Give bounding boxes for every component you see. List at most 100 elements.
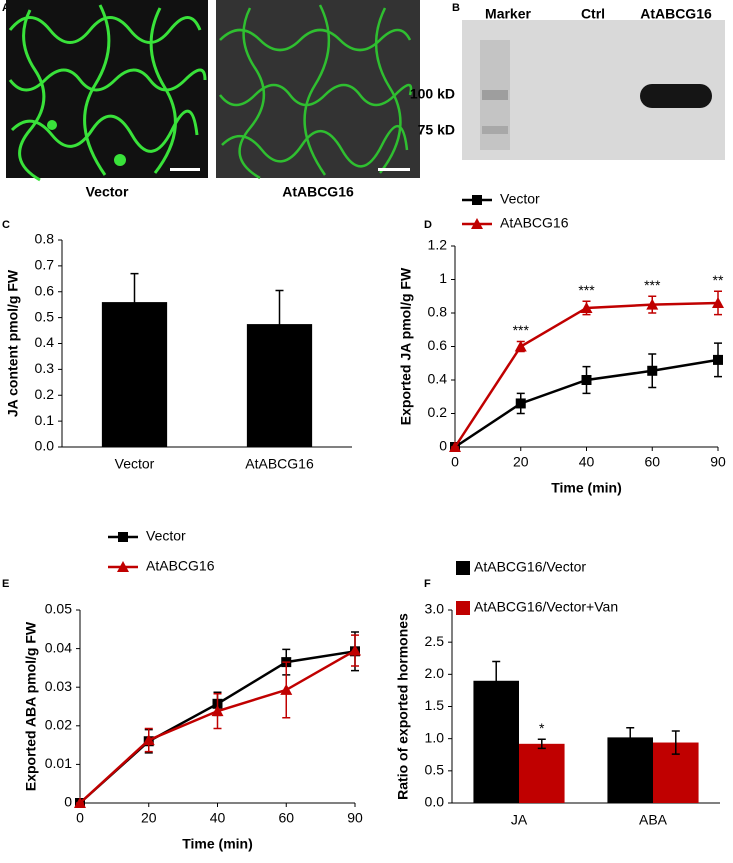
panel-letter: C: [2, 219, 10, 231]
y-tick-label: 0.05: [45, 601, 72, 617]
marker: [515, 398, 526, 409]
legend-marker: [117, 561, 129, 572]
y-tick-label: 0.6: [35, 282, 55, 298]
legend-marker: [472, 195, 482, 205]
y-tick-label: 0: [439, 438, 447, 454]
y-tick-label: 0.5: [35, 308, 55, 324]
image-label: Vector: [86, 184, 129, 200]
y-tick-label: 0: [64, 794, 72, 810]
panel-letter: D: [424, 219, 432, 231]
y-tick-label: 0.7: [35, 257, 55, 273]
marker: [712, 296, 724, 308]
y-axis-title: Ratio of exported hormones: [395, 613, 411, 800]
marker: [581, 375, 592, 385]
lane-label: Marker: [485, 6, 531, 22]
annotation: **: [713, 272, 724, 288]
error-bar: [671, 730, 680, 755]
y-tick-label: 2.0: [425, 665, 445, 681]
y-tick-label: 0.01: [45, 755, 72, 771]
y-tick-label: 0.02: [45, 717, 72, 733]
y-tick-label: 0.04: [45, 639, 72, 655]
size-label: 75 kD: [418, 122, 455, 138]
x-axis-title: Time (min): [182, 836, 253, 852]
y-tick-label: 2.5: [425, 633, 445, 649]
micrograph: [6, 0, 420, 182]
marker: [280, 683, 293, 695]
marker: [580, 301, 593, 313]
x-tick-label: 0: [451, 454, 459, 470]
panel-letter: E: [2, 578, 9, 590]
annotation: ***: [513, 322, 530, 338]
legend-swatch: [456, 561, 470, 575]
lane-label: AtABCG16: [640, 6, 712, 22]
y-tick-label: 3.0: [425, 601, 445, 617]
y-tick-label: 1.5: [425, 697, 445, 713]
x-tick-label: Vector: [115, 456, 155, 472]
marker: [142, 734, 155, 746]
y-tick-label: 0.0: [425, 794, 445, 810]
y-tick-label: 1.2: [428, 237, 448, 253]
x-tick-label: 40: [579, 454, 595, 470]
legend-label: AtABCG16: [500, 215, 569, 231]
annotation: ***: [578, 282, 595, 298]
x-tick-label: AtABCG16: [245, 456, 314, 472]
error-bar: [492, 660, 501, 701]
annotation: ***: [644, 277, 661, 293]
panel-letter: F: [424, 578, 431, 590]
marker: [449, 441, 461, 452]
x-tick-label: 90: [347, 810, 363, 826]
error-bar: [130, 272, 139, 332]
annotation: *: [539, 720, 545, 736]
x-tick-label: JA: [511, 812, 528, 828]
image-label: AtABCG16: [282, 184, 354, 200]
x-tick-label: 60: [644, 454, 660, 470]
bar: [607, 737, 653, 803]
legend-label: Vector: [500, 191, 540, 207]
y-tick-label: 1: [439, 270, 447, 286]
marker: [74, 797, 86, 808]
y-tick-label: 0.3: [35, 360, 55, 376]
marker: [646, 298, 659, 310]
bar: [519, 743, 565, 803]
x-tick-label: 40: [210, 810, 226, 826]
error-bar: [626, 726, 635, 748]
y-tick-label: 0.03: [45, 678, 72, 694]
marker: [713, 354, 723, 365]
y-tick-label: 1.0: [425, 729, 445, 745]
y-tick-label: 0.8: [35, 231, 55, 247]
y-axis-title: Exported ABA pmol/g FW: [23, 621, 39, 791]
y-tick-label: 0.1: [35, 412, 55, 428]
x-tick-label: 20: [513, 454, 529, 470]
x-tick-label: 0: [76, 810, 84, 826]
x-tick-label: 60: [278, 810, 294, 826]
marker: [211, 705, 224, 717]
x-tick-label: 20: [141, 810, 157, 826]
x-axis-title: Time (min): [551, 480, 622, 496]
legend-label: AtABCG16/Vector+Van: [474, 599, 618, 615]
bar: [473, 680, 519, 803]
y-tick-label: 0.6: [428, 337, 448, 353]
error-bar: [275, 289, 284, 359]
marker: [349, 644, 361, 656]
x-tick-label: 90: [710, 454, 726, 470]
error-bar: [537, 738, 546, 750]
lane-label: Ctrl: [581, 6, 605, 22]
y-tick-label: 0.4: [35, 334, 55, 350]
y-axis-title: JA content pmol/g FW: [5, 269, 21, 417]
y-tick-label: 0.2: [428, 404, 448, 420]
legend-label: Vector: [146, 528, 186, 544]
y-tick-label: 0.5: [425, 762, 445, 778]
y-tick-label: 0.2: [35, 386, 55, 402]
western-blot: [462, 20, 725, 160]
legend-label: AtABCG16: [146, 558, 215, 574]
marker: [514, 340, 527, 352]
marker: [647, 365, 658, 376]
legend-marker: [471, 218, 483, 229]
panel-letter: B: [452, 2, 460, 14]
y-axis-title: Exported JA pmol/g FW: [398, 267, 414, 425]
x-tick-label: ABA: [639, 812, 668, 828]
y-tick-label: 0.8: [428, 304, 448, 320]
y-tick-label: 0.4: [428, 371, 448, 387]
size-label: 100 kD: [410, 86, 455, 102]
